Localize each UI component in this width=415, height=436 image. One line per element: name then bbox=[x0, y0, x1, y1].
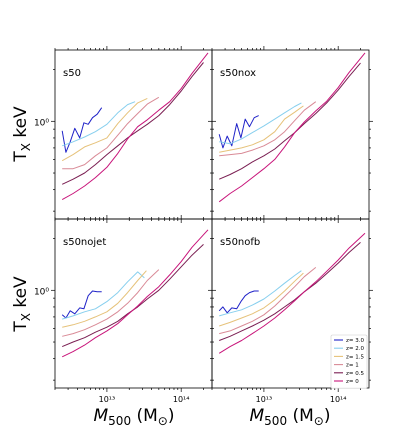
ylabel-bottom-sub: X bbox=[19, 313, 33, 321]
panel-title: s50 bbox=[63, 68, 81, 79]
x-tick-label: 10¹³ bbox=[99, 395, 116, 404]
panel-title: s50nojet bbox=[63, 237, 106, 248]
panel-s50: s50 10⁰ bbox=[34, 46, 216, 223]
panel-s50nox: s50nox bbox=[208, 46, 373, 223]
series-line-z2.0 bbox=[219, 270, 302, 317]
ylabel-bottom-main: T bbox=[11, 321, 31, 333]
series-line-z0 bbox=[218, 52, 366, 203]
ylabel-bottom: TX keV bbox=[11, 276, 33, 333]
panels-group: s50 10⁰ s50nox s50nojet 10⁰ 10¹³ 10¹⁴ s50nofb 10… bbox=[34, 46, 373, 404]
xlabel-left-sub: 500 bbox=[108, 414, 131, 428]
panel-title: s50nox bbox=[220, 68, 256, 79]
xlabel-right-units-sub: ⊙ bbox=[314, 414, 324, 428]
panel-title: s50nofb bbox=[220, 237, 260, 248]
legend-label: z= 2.0 bbox=[346, 346, 364, 352]
xlabel-right-main: M bbox=[250, 406, 265, 426]
series-line-z1.5 bbox=[61, 97, 148, 162]
series-line-z0.5 bbox=[61, 62, 204, 185]
y-tick-label: 10⁰ bbox=[34, 118, 49, 128]
legend-label: z= 1 bbox=[346, 363, 359, 369]
series-line-z2.0 bbox=[62, 271, 145, 320]
series-line-z3.0 bbox=[218, 115, 259, 149]
series-line-z0.5 bbox=[219, 62, 361, 180]
series-line-z0 bbox=[61, 52, 209, 201]
xlabel-right-units: (M bbox=[287, 406, 314, 426]
legend-label: z= 0.5 bbox=[346, 371, 364, 377]
legend: z= 3.0 z= 2.0 z= 1.5 z= 1 z= 0.5 z= 0 bbox=[330, 334, 368, 389]
ylabel-top-units: keV bbox=[11, 106, 31, 143]
legend-label: z= 1.5 bbox=[346, 354, 364, 360]
series-line-z1 bbox=[62, 96, 160, 170]
xlabel-right-sub: 500 bbox=[264, 414, 287, 428]
series-line-z3.0 bbox=[61, 290, 102, 319]
series-line-z0 bbox=[218, 232, 366, 354]
ylabel-top-sub: X bbox=[19, 143, 33, 151]
series-line-z3.0 bbox=[61, 107, 103, 153]
panel-s50nojet: s50nojet 10⁰ 10¹³ 10¹⁴ bbox=[34, 215, 216, 404]
series-line-z1.5 bbox=[219, 272, 304, 327]
x-tick-label: 10¹³ bbox=[256, 395, 273, 404]
series-line-z0 bbox=[61, 229, 209, 358]
xlabel-left-main: M bbox=[94, 406, 109, 426]
series-line-z3.0 bbox=[218, 290, 259, 314]
xlabel-left-units-close: ) bbox=[168, 406, 175, 426]
ylabel-top: TX keV bbox=[11, 106, 33, 163]
panel-frame bbox=[211, 218, 370, 389]
xlabel-right-units-close: ) bbox=[324, 406, 331, 426]
legend-label: z= 0 bbox=[346, 379, 359, 385]
ylabel-top-main: T bbox=[11, 151, 31, 163]
legend-label: z= 3.0 bbox=[346, 338, 364, 344]
series-line-z1.5 bbox=[62, 270, 147, 328]
series-line-z2.0 bbox=[62, 101, 136, 147]
x-tick-label: 10¹⁴ bbox=[173, 395, 190, 404]
series-line-z1 bbox=[219, 267, 317, 335]
ylabel-bottom-units: keV bbox=[11, 276, 31, 313]
series-line-z1 bbox=[62, 269, 160, 337]
xlabel-left: M500 (M⊙) bbox=[94, 406, 175, 428]
x-tick-label: 10¹⁴ bbox=[330, 395, 347, 404]
series-line-z0.5 bbox=[219, 242, 361, 341]
xlabel-left-units: (M bbox=[131, 406, 158, 426]
panel-s50nofb: s50nofb 10¹³ 10¹⁴ bbox=[208, 215, 373, 404]
series-line-z1 bbox=[219, 101, 317, 157]
series-line-z2.0 bbox=[219, 102, 302, 145]
series-line-z1.5 bbox=[219, 105, 304, 153]
xlabel-right: M500 (M⊙) bbox=[250, 406, 331, 428]
y-tick-label: 10⁰ bbox=[34, 287, 49, 297]
xlabel-left-units-sub: ⊙ bbox=[158, 414, 168, 428]
